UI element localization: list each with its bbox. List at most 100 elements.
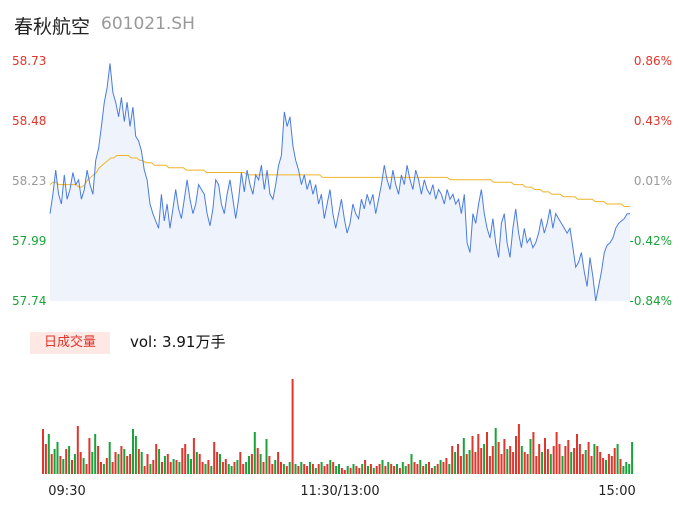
volume-bar — [436, 464, 439, 474]
y2-tick-label: 0.43% — [634, 114, 672, 128]
volume-bar — [381, 460, 384, 474]
volume-bar — [149, 464, 152, 474]
volume-bar — [306, 466, 309, 474]
volume-bar — [616, 444, 619, 474]
volume-bar — [407, 464, 410, 474]
volume-bar — [549, 454, 552, 474]
volume-bar — [201, 462, 204, 474]
volume-bar — [204, 464, 207, 474]
volume-bar — [329, 460, 332, 474]
volume-bar — [584, 450, 587, 474]
volume-bar — [349, 468, 352, 474]
y-tick-label: 58.48 — [12, 114, 46, 128]
stock-code: 601021.SH — [101, 14, 195, 34]
volume-bar — [413, 462, 416, 474]
volume-bar — [401, 462, 404, 474]
volume-bar — [404, 466, 407, 474]
y2-tick-label: -0.42% — [630, 234, 672, 248]
volume-bar — [364, 460, 367, 474]
volume-bar — [271, 464, 274, 474]
volume-bar — [465, 454, 468, 474]
x-tick-label: 11:30/13:00 — [300, 484, 379, 499]
volume-bar — [442, 462, 445, 474]
volume-bar — [236, 460, 239, 474]
volume-bar — [250, 454, 253, 474]
y2-tick-label: 0.01% — [634, 174, 672, 188]
volume-bar — [134, 436, 137, 474]
volume-bar — [425, 464, 428, 474]
volume-bar — [439, 460, 442, 474]
volume-bar — [387, 462, 390, 474]
volume-bar — [428, 462, 430, 474]
volume-bar — [561, 456, 564, 474]
volume-bar — [526, 454, 529, 474]
volume-bar — [491, 446, 494, 474]
volume-bar — [187, 454, 190, 474]
volume-bar — [294, 464, 297, 474]
volume-bar — [419, 460, 422, 474]
y2-tick-label: -0.84% — [630, 294, 672, 308]
volume-bar — [416, 464, 419, 474]
volume-bar — [448, 464, 451, 474]
volume-bar — [227, 464, 230, 474]
volume-bar — [163, 456, 166, 474]
volume-bar — [242, 464, 245, 474]
volume-bar — [459, 456, 462, 474]
volume-bar — [73, 454, 76, 474]
volume-readout: vol: 3.91万手 — [130, 333, 226, 351]
volume-bar — [538, 444, 541, 474]
stock-name: 春秋航空 — [14, 16, 91, 38]
volume-bar — [555, 432, 558, 474]
volume-bar — [433, 466, 436, 474]
volume-bar — [178, 462, 181, 474]
volume-bar — [303, 464, 306, 474]
volume-bar — [213, 442, 216, 474]
volume-bar — [117, 454, 120, 474]
volume-bar — [76, 426, 79, 474]
volume-bar — [497, 442, 500, 474]
volume-bar — [346, 466, 349, 474]
volume-bar — [613, 448, 616, 474]
volume-bar — [445, 458, 448, 474]
daily-volume-badge[interactable]: 日成交量 — [30, 332, 110, 354]
volume-bar — [474, 452, 477, 474]
volume-bar — [398, 468, 401, 474]
volume-bar — [602, 458, 605, 474]
volume-bar — [146, 454, 149, 474]
price-area — [50, 63, 630, 302]
volume-bar — [71, 460, 73, 474]
volume-bar — [610, 456, 613, 474]
volume-bar — [625, 462, 628, 474]
volume-bar — [529, 439, 532, 474]
volume-bar — [59, 456, 62, 474]
volume-bar — [323, 466, 326, 474]
volume-bar — [207, 460, 210, 474]
volume-bar — [581, 454, 584, 474]
volume-bar — [372, 468, 375, 474]
volume-bar — [378, 464, 381, 474]
volume-bar — [587, 442, 590, 474]
volume-bar — [126, 456, 129, 474]
volume-bar — [114, 452, 117, 474]
volume-bar — [512, 452, 515, 474]
volume-bar — [578, 444, 581, 474]
volume-bar — [628, 464, 631, 474]
volume-bar — [88, 438, 91, 474]
volume-bar — [396, 464, 398, 474]
volume-bar — [158, 449, 161, 474]
volume-bar — [230, 466, 233, 474]
volume-bar — [100, 462, 102, 474]
volume-bar — [326, 464, 329, 474]
volume-bar — [190, 459, 192, 474]
volume-bar — [274, 460, 277, 474]
volume-bar — [216, 452, 219, 474]
volume-bar — [42, 429, 44, 474]
volume-bar — [480, 448, 483, 474]
volume-bar — [137, 449, 140, 474]
volume-bar — [335, 466, 338, 474]
volume-bar — [468, 450, 471, 474]
price-line — [49, 63, 630, 302]
volume-bar — [477, 434, 480, 474]
volume-bar — [599, 452, 602, 474]
volume-bar — [120, 446, 123, 474]
